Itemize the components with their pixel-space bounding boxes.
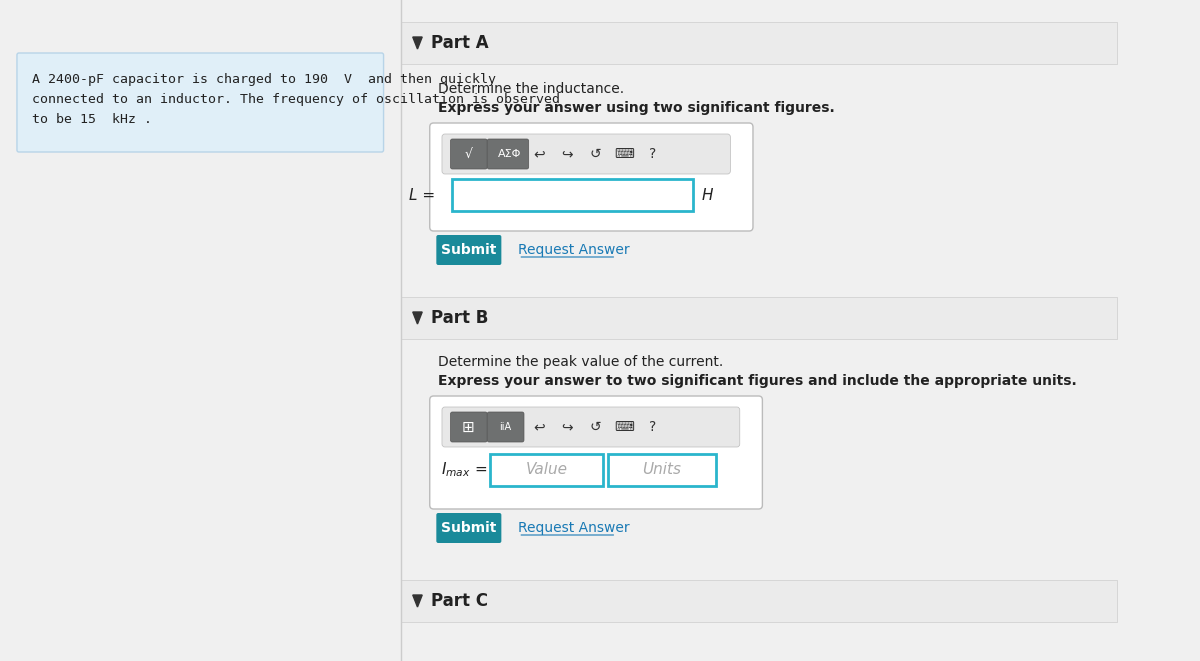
Text: ↩: ↩ — [533, 420, 545, 434]
Text: Part A: Part A — [431, 34, 488, 52]
Text: connected to an inductor. The frequency of oscillation is observed: connected to an inductor. The frequency … — [32, 93, 560, 106]
FancyBboxPatch shape — [487, 139, 529, 169]
Text: ↩: ↩ — [533, 147, 545, 161]
Text: ΑΣΦ: ΑΣΦ — [498, 149, 522, 159]
Text: ?: ? — [648, 147, 655, 161]
Text: ↪: ↪ — [562, 147, 574, 161]
Text: to be 15  kHz .: to be 15 kHz . — [32, 113, 152, 126]
Text: ↪: ↪ — [562, 420, 574, 434]
Text: ⊞: ⊞ — [462, 420, 475, 434]
FancyBboxPatch shape — [442, 407, 739, 447]
FancyBboxPatch shape — [608, 454, 716, 486]
Polygon shape — [413, 312, 422, 324]
Text: Request Answer: Request Answer — [518, 521, 630, 535]
FancyBboxPatch shape — [437, 235, 502, 265]
Polygon shape — [413, 37, 422, 49]
Text: Part C: Part C — [431, 592, 487, 610]
Text: L =: L = — [409, 188, 436, 202]
Text: ⌨: ⌨ — [614, 420, 634, 434]
Text: H: H — [702, 188, 714, 202]
Text: ↺: ↺ — [589, 147, 601, 161]
Text: Express your answer using two significant figures.: Express your answer using two significan… — [438, 101, 835, 115]
FancyBboxPatch shape — [490, 454, 604, 486]
FancyBboxPatch shape — [401, 297, 1117, 339]
FancyBboxPatch shape — [442, 134, 731, 174]
FancyBboxPatch shape — [401, 580, 1117, 622]
FancyBboxPatch shape — [17, 53, 384, 152]
Text: Express your answer to two significant figures and include the appropriate units: Express your answer to two significant f… — [438, 374, 1076, 388]
FancyBboxPatch shape — [450, 139, 487, 169]
FancyBboxPatch shape — [452, 179, 692, 211]
FancyBboxPatch shape — [401, 22, 1117, 64]
Text: Determine the inductance.: Determine the inductance. — [438, 82, 624, 96]
Text: Determine the peak value of the current.: Determine the peak value of the current. — [438, 355, 724, 369]
Text: ?: ? — [648, 420, 655, 434]
Text: Submit: Submit — [440, 521, 496, 535]
Text: Units: Units — [642, 463, 682, 477]
Text: A 2400-pF capacitor is charged to 190  V  and then quickly: A 2400-pF capacitor is charged to 190 V … — [32, 73, 496, 86]
Polygon shape — [413, 595, 422, 607]
Text: Request Answer: Request Answer — [518, 243, 630, 257]
Text: iiA: iiA — [499, 422, 511, 432]
FancyBboxPatch shape — [437, 513, 502, 543]
Text: ↺: ↺ — [589, 420, 601, 434]
Text: Value: Value — [526, 463, 568, 477]
Text: Part B: Part B — [431, 309, 488, 327]
Text: √: √ — [464, 147, 473, 161]
FancyBboxPatch shape — [487, 412, 524, 442]
Text: Submit: Submit — [440, 243, 496, 257]
Text: ⌨: ⌨ — [614, 147, 634, 161]
FancyBboxPatch shape — [430, 123, 752, 231]
FancyBboxPatch shape — [450, 412, 487, 442]
FancyBboxPatch shape — [430, 396, 762, 509]
Text: $I_{max}$ =: $I_{max}$ = — [442, 461, 487, 479]
